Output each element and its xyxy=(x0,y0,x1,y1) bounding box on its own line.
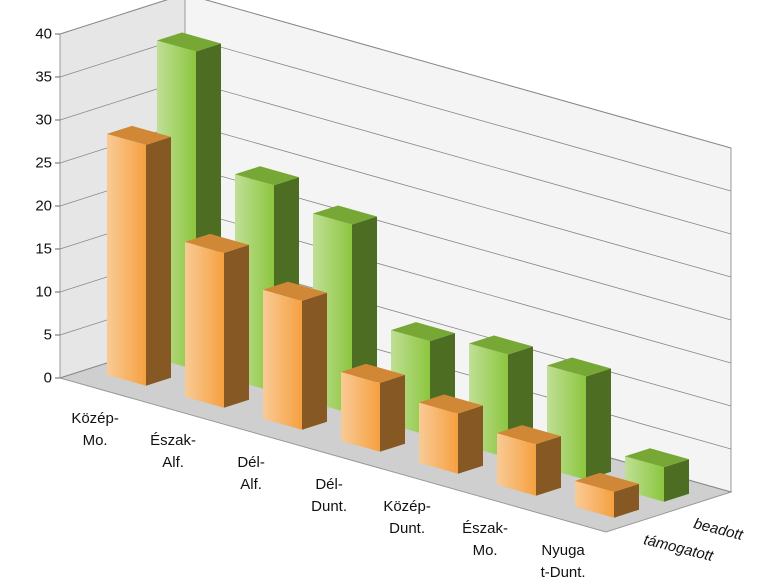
bar-top xyxy=(107,125,171,145)
bar xyxy=(341,363,405,452)
bar xyxy=(107,125,171,386)
bar xyxy=(185,233,249,408)
bar-top xyxy=(391,322,455,342)
bar-shine xyxy=(497,433,536,496)
bar-top-shade xyxy=(313,205,377,225)
bar-side-shade xyxy=(458,405,483,474)
bar xyxy=(419,394,483,474)
y-tick-label: 10 xyxy=(35,283,52,301)
bar-side-shade xyxy=(352,216,377,414)
bar-side xyxy=(302,292,327,430)
bar-side xyxy=(614,483,639,518)
bar-top-shade xyxy=(469,335,533,355)
x-tick-label: Dél- Dunt. xyxy=(311,475,348,515)
bar-top xyxy=(185,233,249,253)
bar-side-shade xyxy=(302,292,327,430)
bar-top xyxy=(497,425,561,445)
bar-top-shade xyxy=(235,166,299,186)
bar-shine xyxy=(185,241,224,408)
x-tick-label: Dél- Alf. xyxy=(237,453,265,493)
bar-top xyxy=(575,472,639,492)
bar-top xyxy=(341,363,405,383)
bar-top xyxy=(419,394,483,414)
bar-top-shade xyxy=(341,363,405,383)
bar-top-shade xyxy=(547,357,611,377)
bar-top-shade xyxy=(575,472,639,492)
y-tick-label: 40 xyxy=(35,25,52,43)
y-tick-label: 35 xyxy=(35,68,52,86)
x-tick-label: Észak- Alf. xyxy=(150,431,197,471)
y-tick-label: 20 xyxy=(35,197,52,215)
bar-side xyxy=(224,244,249,408)
x-tick-label: Közép- Mo. xyxy=(71,409,119,449)
bar-top-shade xyxy=(157,32,221,52)
bar-side xyxy=(536,436,561,496)
bar-top xyxy=(469,335,533,355)
bar-shine xyxy=(107,133,146,386)
bar-side xyxy=(352,216,377,414)
y-tick-label: 25 xyxy=(35,154,52,172)
bar-side-shade xyxy=(614,483,639,518)
bar-top xyxy=(157,32,221,52)
bar xyxy=(263,281,327,430)
bar-side xyxy=(146,136,171,386)
bar-side-shade xyxy=(536,436,561,496)
bar-side-shade xyxy=(146,136,171,386)
bar-top xyxy=(313,205,377,225)
bar-top-shade xyxy=(625,448,689,468)
x-tick-label: Közép- Dunt. xyxy=(383,497,431,537)
bar-side-shade xyxy=(664,459,689,502)
y-tick-label: 15 xyxy=(35,240,52,258)
bar-side-shade xyxy=(224,244,249,408)
bar-side xyxy=(586,368,611,480)
grid-line xyxy=(59,0,732,149)
bar-shine xyxy=(341,371,380,452)
bar xyxy=(575,472,639,518)
bar-side xyxy=(458,405,483,474)
bar-top-shade xyxy=(185,233,249,253)
bar xyxy=(497,425,561,496)
bar-shine xyxy=(575,480,614,518)
y-tick-label: 30 xyxy=(35,111,52,129)
bar-top-shade xyxy=(419,394,483,414)
bar-shine xyxy=(263,289,302,430)
y-tick-label: 0 xyxy=(43,369,52,387)
bar-shine xyxy=(419,402,458,474)
bar-top-shade xyxy=(263,281,327,301)
bar-side xyxy=(664,459,689,502)
bar-top xyxy=(547,357,611,377)
bar-side-shade xyxy=(586,368,611,480)
x-tick-label: Észak- Mo. xyxy=(462,519,509,559)
bar-side xyxy=(380,374,405,452)
y-tick-label: 5 xyxy=(43,326,52,344)
x-tick-label: Nyuga t-Dunt. xyxy=(540,541,586,581)
bar-top-shade xyxy=(391,322,455,342)
bar-side-shade xyxy=(380,374,405,452)
bar-top-shade xyxy=(107,125,171,145)
bar-top xyxy=(235,166,299,186)
bar-top xyxy=(625,448,689,468)
bar-top xyxy=(263,281,327,301)
bar-top-shade xyxy=(497,425,561,445)
